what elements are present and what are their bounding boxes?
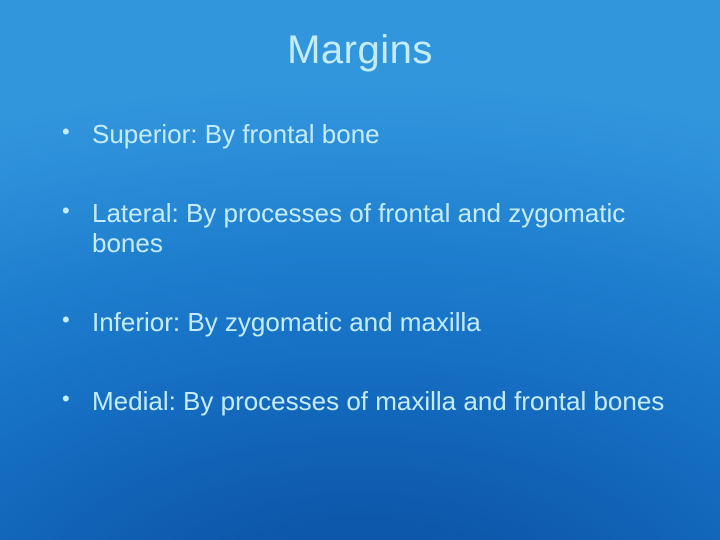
list-item: Medial: By processes of maxilla and fron… <box>58 386 670 417</box>
list-item: Superior: By frontal bone <box>58 119 670 150</box>
list-item: Lateral: By processes of frontal and zyg… <box>58 198 670 259</box>
bullet-list: Superior: By frontal bone Lateral: By pr… <box>50 119 670 416</box>
list-item: Inferior: By zygomatic and maxilla <box>58 307 670 338</box>
slide-container: Margins Superior: By frontal bone Latera… <box>0 0 720 540</box>
slide-title: Margins <box>50 28 670 73</box>
